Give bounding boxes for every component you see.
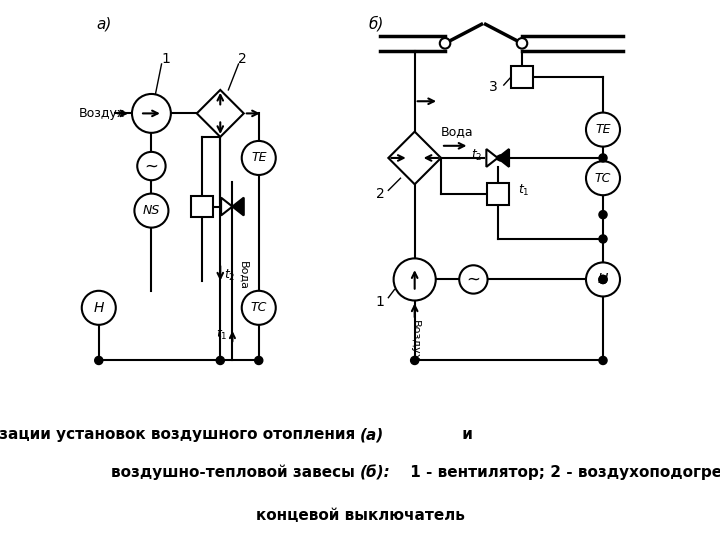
Text: 1: 1 <box>161 52 170 66</box>
Text: ~: ~ <box>145 157 158 175</box>
Bar <box>511 66 533 88</box>
Circle shape <box>599 211 607 219</box>
Polygon shape <box>233 198 244 215</box>
Circle shape <box>599 275 607 284</box>
Bar <box>487 184 508 205</box>
Text: 2: 2 <box>238 52 247 66</box>
Circle shape <box>599 154 607 162</box>
Polygon shape <box>498 149 509 167</box>
Polygon shape <box>487 149 498 167</box>
Circle shape <box>599 235 607 243</box>
Circle shape <box>459 265 487 294</box>
Circle shape <box>586 262 620 296</box>
Circle shape <box>517 38 527 49</box>
Text: ~: ~ <box>467 271 480 288</box>
Text: Воздух: Воздух <box>78 107 125 120</box>
Circle shape <box>132 94 171 133</box>
Circle shape <box>135 194 168 228</box>
Text: концевой выключатель: концевой выключатель <box>256 508 464 523</box>
Circle shape <box>599 356 607 365</box>
Text: Схема автоматизации установок воздушного отопления: Схема автоматизации установок воздушного… <box>0 427 360 442</box>
Text: 1: 1 <box>376 295 384 309</box>
Polygon shape <box>197 90 244 137</box>
Text: Вода: Вода <box>441 125 474 138</box>
Circle shape <box>95 356 103 365</box>
Circle shape <box>394 258 436 300</box>
Text: 1 - вентилятор; 2 - воздухоподогреватель; 3 -: 1 - вентилятор; 2 - воздухоподогреватель… <box>405 465 720 480</box>
Circle shape <box>586 113 620 146</box>
Text: $t_1$: $t_1$ <box>216 327 228 342</box>
Circle shape <box>216 356 225 365</box>
Text: а): а) <box>96 16 112 31</box>
Circle shape <box>440 38 450 49</box>
Text: 3: 3 <box>490 80 498 94</box>
Polygon shape <box>388 132 441 184</box>
Circle shape <box>410 356 419 365</box>
Text: Воздух: Воздух <box>410 320 420 361</box>
Text: Н: Н <box>94 301 104 315</box>
Bar <box>191 195 213 218</box>
Text: $t_1$: $t_1$ <box>518 183 530 198</box>
Text: $t_2$: $t_2$ <box>225 268 236 283</box>
Text: 2: 2 <box>376 187 384 201</box>
Circle shape <box>82 291 116 325</box>
Text: (б):: (б): <box>360 465 391 480</box>
Text: $t_2$: $t_2$ <box>472 148 483 164</box>
Text: ТС: ТС <box>251 301 267 314</box>
Text: ТС: ТС <box>595 172 611 185</box>
Text: (а): (а) <box>360 427 384 442</box>
Text: Н: Н <box>598 273 608 286</box>
Polygon shape <box>221 198 233 215</box>
Circle shape <box>255 356 263 365</box>
Text: воздушно-тепловой завесы: воздушно-тепловой завесы <box>111 465 360 480</box>
Circle shape <box>242 141 276 175</box>
Text: NS: NS <box>143 204 160 217</box>
Text: ТЕ: ТЕ <box>251 151 266 165</box>
Circle shape <box>586 161 620 195</box>
Text: ТЕ: ТЕ <box>595 123 611 136</box>
Text: Вода: Вода <box>238 261 248 290</box>
Circle shape <box>599 275 607 284</box>
Circle shape <box>242 291 276 325</box>
Text: и: и <box>457 427 473 442</box>
Circle shape <box>138 152 166 180</box>
Text: б): б) <box>368 16 384 32</box>
